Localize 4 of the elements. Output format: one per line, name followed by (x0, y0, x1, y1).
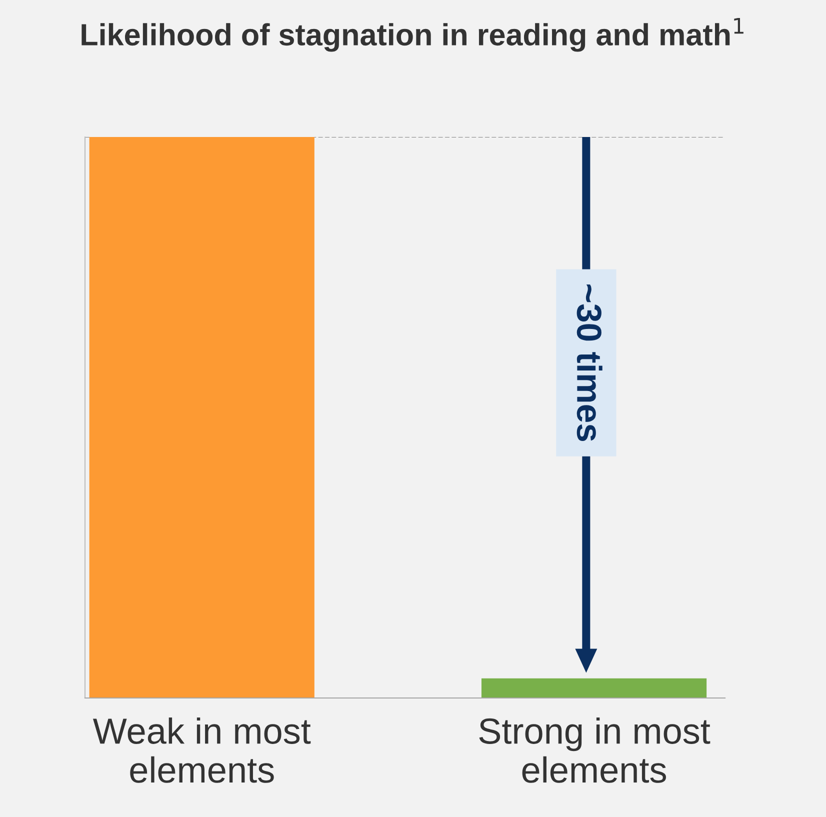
chart-title: Likelihood of stagnation in reading and math$^{1}$ (82, 18, 744, 52)
x-tick-label: Weak in most elements (92, 717, 311, 783)
annotation: ~30 times (576, 284, 602, 442)
x-tick-label: Strong in most elements (479, 717, 710, 783)
